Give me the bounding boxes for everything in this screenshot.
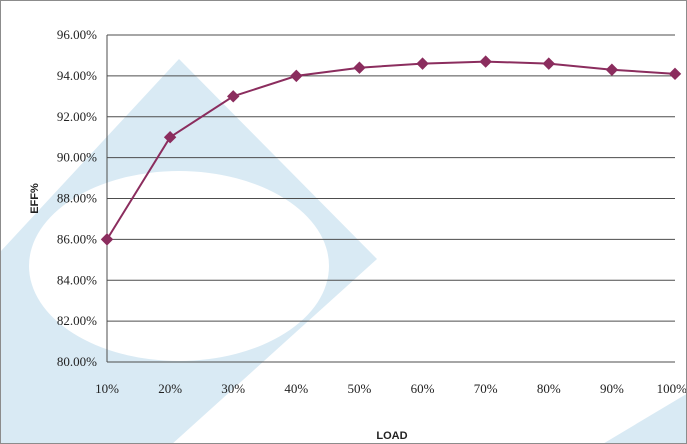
x-tick-label: 10% (95, 381, 119, 396)
x-tick-label: 100% (657, 381, 687, 396)
data-point-marker (416, 57, 429, 70)
y-tick-label: 86.00% (57, 231, 97, 246)
x-tick-label: 80% (537, 381, 561, 396)
data-point-marker (290, 69, 303, 83)
data-point-marker (668, 67, 682, 81)
x-tick-label: 30% (221, 381, 245, 396)
y-axis-title: EFF% (29, 183, 41, 214)
y-tick-label: 94.00% (57, 68, 97, 83)
y-tick-label: 88.00% (57, 191, 97, 206)
y-tick-label: 92.00% (57, 109, 97, 124)
data-point-marker (227, 90, 240, 103)
x-tick-label: 70% (474, 381, 498, 396)
data-point-marker (163, 130, 177, 144)
data-point-marker (605, 63, 619, 76)
watermark-corner (604, 394, 686, 443)
x-tick-label: 20% (158, 381, 182, 396)
x-tick-label: 90% (600, 381, 624, 396)
y-tick-label: 90.00% (57, 150, 97, 165)
y-axis-ticks: 80.00% 82.00% 84.00% 86.00% 88.00% 90.00% 92.0… (57, 27, 97, 369)
watermark-ellipse (29, 171, 329, 361)
data-point-marker (542, 57, 555, 70)
x-axis-title: LOAD (376, 430, 407, 442)
y-tick-label: 82.00% (57, 313, 97, 328)
y-tick-label: 96.00% (57, 27, 97, 42)
series-line-path (106, 60, 676, 240)
series-line (100, 55, 682, 246)
x-axis-ticks: 10% 20% 30% 40% 50% 60% 70% 80% 90% 100% (95, 381, 687, 396)
y-tick-label: 80.00% (57, 354, 97, 369)
data-point-marker (100, 233, 114, 246)
x-tick-label: 60% (411, 381, 435, 396)
data-point-marker (479, 55, 492, 68)
watermark-logo (1, 59, 686, 443)
x-tick-label: 50% (348, 381, 372, 396)
data-point-marker (353, 61, 366, 74)
x-tick-label: 40% (284, 381, 308, 396)
y-tick-label: 84.00% (57, 272, 97, 287)
